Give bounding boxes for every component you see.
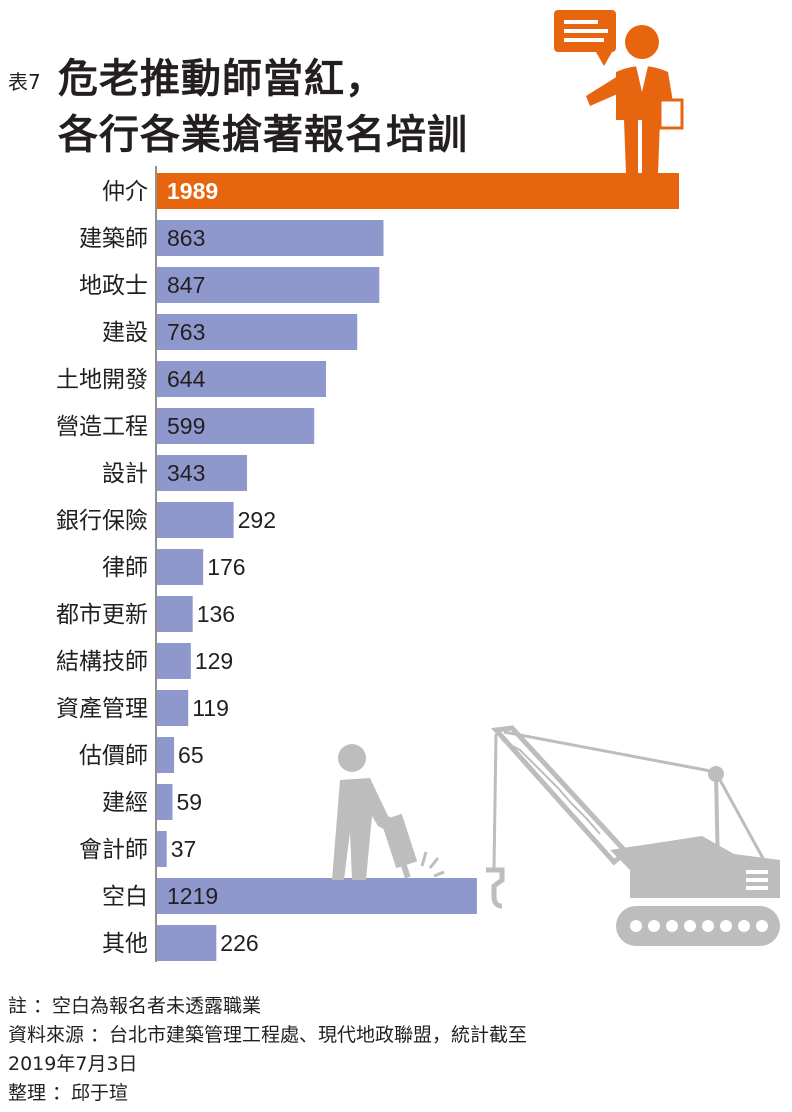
bar-13: [157, 784, 173, 820]
bar-12: [157, 737, 175, 773]
bar-14: [157, 831, 167, 867]
category-label-9: 都市更新: [56, 602, 148, 628]
value-label-8: 176: [207, 554, 245, 580]
category-label-16: 其他: [102, 931, 148, 957]
category-label-7: 銀行保險: [56, 508, 148, 534]
value-label-9: 136: [197, 601, 235, 627]
category-label-3: 建設: [102, 320, 148, 346]
source-line-1: 資料來源 ：台北市建築管理工程處、現代地政聯盟，統計截至: [8, 1024, 528, 1046]
bar-1: [157, 220, 384, 256]
value-label-13: 59: [176, 789, 202, 815]
jackhammer-icon: [380, 813, 445, 879]
table-number: 表7: [8, 70, 41, 94]
value-label-5: 599: [167, 413, 205, 439]
chart-title-line-2: 各行各業搶著報名培訓: [58, 112, 468, 158]
value-label-7: 292: [238, 507, 276, 533]
editor-credit: 整理 ：邱于瑄: [8, 1082, 129, 1104]
chart-footer: 註 ：空白為報名者未透露職業 資料來源 ：台北市建築管理工程處、現代地政聯盟，統…: [8, 992, 778, 1108]
category-label-14: 會計師: [79, 837, 148, 863]
value-label-0: 1989: [167, 178, 218, 204]
speech-bubble-icon: [554, 10, 616, 66]
value-label-10: 129: [195, 648, 233, 674]
construction-worker-icon: [332, 744, 406, 880]
value-label-2: 847: [167, 272, 205, 298]
chart-title-line-1: 危老推動師當紅，: [58, 56, 386, 102]
bar-7: [157, 502, 234, 538]
category-label-12: 估價師: [79, 743, 148, 769]
bar-8: [157, 549, 204, 585]
value-label-14: 37: [171, 836, 197, 862]
category-label-11: 資產管理: [56, 696, 148, 722]
value-label-6: 343: [167, 460, 205, 486]
bar-4: [157, 361, 327, 397]
chart-header: 表7 危老推動師當紅， 各行各業搶著報名培訓: [0, 0, 792, 170]
value-label-1: 863: [167, 225, 205, 251]
category-label-6: 設計: [102, 461, 148, 487]
category-label-15: 空白: [102, 884, 148, 910]
construction-illustration: [332, 725, 780, 946]
category-label-4: 土地開發: [56, 367, 148, 393]
bar-series: 仲介 1989 建築師 863 地政士 847 建設 763 土地開發 644 營造工程 599 設計 3…: [56, 173, 679, 961]
category-label-13: 建經: [102, 790, 148, 816]
presenter-icon: [554, 10, 684, 174]
value-label-11: 119: [192, 695, 229, 721]
source-line-2: 2019年7月3日: [8, 1053, 138, 1075]
bar-5: [157, 408, 315, 444]
bar-11: [157, 690, 189, 726]
bar-15: [157, 878, 477, 914]
value-label-3: 763: [167, 319, 205, 345]
category-label-1: 建築師: [79, 226, 148, 252]
category-label-0: 仲介: [102, 179, 148, 205]
value-label-15: 1219: [167, 883, 218, 909]
bar-6: [157, 455, 248, 491]
category-label-2: 地政士: [79, 273, 148, 299]
value-label-16: 226: [220, 930, 258, 956]
crane-icon: [486, 725, 780, 946]
category-label-10: 結構技師: [56, 649, 148, 675]
bar-3: [157, 314, 358, 350]
category-label-5: 營造工程: [56, 414, 148, 440]
value-label-12: 65: [178, 742, 204, 768]
bar-chart: 仲介 1989 建築師 863 地政士 847 建設 763 土地開發 644 營造工程 599 設計 3…: [56, 166, 679, 962]
bar-0: [157, 173, 679, 209]
bar-10: [157, 643, 191, 679]
bar-9: [157, 596, 193, 632]
value-label-4: 644: [167, 366, 206, 392]
bar-16: [157, 925, 217, 961]
category-label-8: 律師: [102, 555, 148, 581]
footnote: 註 ：空白為報名者未透露職業: [8, 995, 262, 1017]
bar-2: [157, 267, 380, 303]
